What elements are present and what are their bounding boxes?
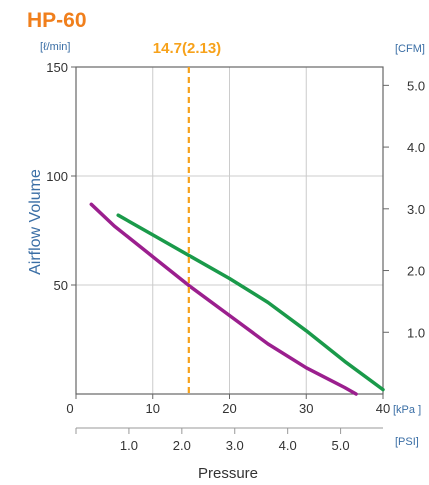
y-left-tick-label: 100 (46, 169, 68, 184)
y-left-unit: [ℓ/min] (40, 41, 70, 53)
x-psi-tick-label: 5.0 (332, 438, 350, 453)
y-right-tick-label: 1.0 (407, 325, 425, 340)
y-right-tick-label: 5.0 (407, 78, 425, 93)
x-kpa-tick-label: 30 (299, 401, 313, 416)
x-kpa-tick-label: 0 (66, 401, 73, 416)
y-right-tick-label: 3.0 (407, 202, 425, 217)
tick-layer: 50 100 150 1.0 2.0 3.0 4.0 5.0 0 10 20 30 40 1.0 2.0 3.… (46, 60, 425, 453)
x-psi-tick-label: 2.0 (173, 438, 191, 453)
series-line-2 (89, 202, 358, 396)
y-left-tick-label: 50 (54, 278, 68, 293)
y-right-tick-label: 4.0 (407, 140, 425, 155)
x-top-unit: [kPa ] (393, 404, 421, 416)
x-kpa-tick-label: 10 (146, 401, 160, 416)
series-line-1 (116, 213, 385, 392)
chart-title: HP-60 (27, 9, 87, 32)
x-psi-tick-label: 1.0 (120, 438, 138, 453)
x-bottom-unit: [PSI] (395, 436, 419, 448)
series-layer (89, 202, 385, 396)
marker-label: 14.7(2.13) (153, 40, 221, 57)
y-right-unit: [CFM] (395, 43, 425, 55)
x-kpa-tick-label: 40 (376, 401, 390, 416)
grid-layer (76, 67, 383, 394)
x-kpa-tick-label: 20 (222, 401, 236, 416)
y-right-tick-label: 2.0 (407, 264, 425, 279)
x-axis-label: Pressure (198, 465, 258, 482)
x-psi-tick-label: 4.0 (279, 438, 297, 453)
y-left-tick-label: 150 (46, 60, 68, 75)
x-psi-tick-label: 3.0 (226, 438, 244, 453)
y-axis-label: Airflow Volume (27, 169, 44, 275)
